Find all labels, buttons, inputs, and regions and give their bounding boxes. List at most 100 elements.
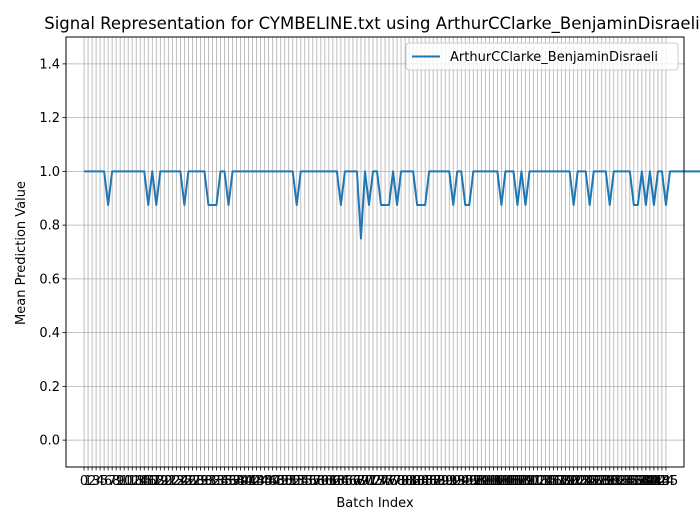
x-tick-label: 118	[545, 474, 570, 489]
x-tick-label: 94	[453, 474, 470, 489]
x-tick-label: 112	[521, 474, 546, 489]
x-tick-label: 58	[309, 474, 326, 489]
x-tick-label: 122	[561, 474, 586, 489]
x-tick-label: 26	[180, 474, 197, 489]
x-tick-label: 127	[581, 474, 606, 489]
x-tick-label: 71	[361, 474, 378, 489]
x-tick-label: 57	[305, 474, 322, 489]
x-tick-label: 33	[208, 474, 225, 489]
y-tick-label: 0.0	[39, 434, 60, 449]
x-tick-label: 2	[88, 474, 96, 489]
x-tick-label: 104	[489, 474, 514, 489]
x-tick-label: 46	[260, 474, 277, 489]
x-tick-label: 53	[288, 474, 305, 489]
y-tick-label: 1.2	[39, 111, 60, 126]
x-tick-label: 126	[577, 474, 602, 489]
x-tick-label: 80	[397, 474, 414, 489]
x-tick-label: 102	[481, 474, 506, 489]
x-tick-label: 109	[509, 474, 534, 489]
x-tick-label: 13	[128, 474, 145, 489]
x-tick-label: 105	[493, 474, 518, 489]
x-tick-label: 68	[349, 474, 366, 489]
x-tick-label: 82	[405, 474, 422, 489]
x-tick-label: 70	[357, 474, 374, 489]
x-tick-label: 66	[341, 474, 358, 489]
x-tick-label: 1	[84, 474, 92, 489]
series-line	[84, 170, 700, 240]
x-tick-label: 140	[633, 474, 658, 489]
x-tick-label: 141	[637, 474, 662, 489]
x-tick-label: 98	[469, 474, 486, 489]
x-tick-label: 142	[641, 474, 666, 489]
x-tick-label: 64	[333, 474, 350, 489]
x-tick-label: 103	[485, 474, 510, 489]
x-tick-label: 8	[112, 474, 120, 489]
x-tick-label: 73	[369, 474, 386, 489]
x-tick-label: 116	[537, 474, 562, 489]
plot-frame	[65, 36, 685, 468]
x-tick-label: 132	[601, 474, 626, 489]
x-tick-label: 52	[284, 474, 301, 489]
x-tick-label: 99	[473, 474, 490, 489]
x-tick-label: 40	[236, 474, 253, 489]
x-tick-label: 39	[232, 474, 249, 489]
x-tick-label: 143	[646, 474, 671, 489]
x-tick-label: 90	[437, 474, 454, 489]
x-tick-label: 120	[553, 474, 578, 489]
x-tick-label: 100	[473, 474, 498, 489]
x-tick-label: 21	[160, 474, 177, 489]
x-tick-label: 108	[505, 474, 530, 489]
x-tick-label: 9	[116, 474, 124, 489]
x-tick-label: 44	[252, 474, 269, 489]
x-tick-label: 133	[605, 474, 630, 489]
x-tick-label: 45	[256, 474, 273, 489]
x-tick-label: 7	[108, 474, 116, 489]
x-tick-label: 37	[224, 474, 241, 489]
grid	[66, 37, 684, 467]
x-tick-label: 23	[168, 474, 185, 489]
x-tick-label: 22	[164, 474, 181, 489]
x-tick-label: 110	[513, 474, 538, 489]
x-tick-label: 5	[100, 474, 108, 489]
x-tick-label: 18	[148, 474, 165, 489]
x-tick-label: 59	[313, 474, 330, 489]
x-tick-label: 19	[152, 474, 169, 489]
x-tick-label: 14	[132, 474, 149, 489]
x-tick-label: 91	[441, 474, 458, 489]
x-tick-label: 17	[144, 474, 161, 489]
legend-label: ArthurCClarke_BenjaminDisraeli	[450, 50, 658, 65]
x-tick-label: 137	[621, 474, 646, 489]
y-tick-label: 0.8	[39, 219, 60, 234]
x-tick-label: 135	[613, 474, 638, 489]
x-tick-label: 51	[280, 474, 297, 489]
y-axis-label: Mean Prediction Value	[14, 181, 29, 325]
series	[84, 170, 700, 240]
x-tick-label: 15	[136, 474, 153, 489]
x-tick-label: 97	[465, 474, 482, 489]
x-tick-label: 12	[124, 474, 141, 489]
x-tick-label: 93	[449, 474, 466, 489]
y-tick-label: 1.0	[39, 165, 60, 180]
x-tick-label: 121	[557, 474, 582, 489]
legend: ArthurCClarke_BenjaminDisraeli	[405, 42, 679, 71]
x-tick-label: 106	[497, 474, 522, 489]
x-tick-label: 11	[120, 474, 137, 489]
x-tick-label: 83	[409, 474, 426, 489]
x-tick-label: 42	[244, 474, 261, 489]
x-tick-label: 129	[589, 474, 614, 489]
x-tick-label: 41	[240, 474, 257, 489]
x-tick-label: 43	[248, 474, 265, 489]
x-tick-label: 89	[433, 474, 450, 489]
x-tick-label: 28	[188, 474, 205, 489]
x-tick-label: 95	[457, 474, 474, 489]
x-tick-label: 74	[373, 474, 390, 489]
x-tick-label: 144	[650, 474, 675, 489]
x-tick-label: 111	[517, 474, 542, 489]
x-tick-label: 55	[296, 474, 313, 489]
x-tick-label: 119	[549, 474, 574, 489]
x-tick-label: 107	[501, 474, 526, 489]
x-tick-label: 124	[569, 474, 594, 489]
x-tick-label: 69	[353, 474, 370, 489]
